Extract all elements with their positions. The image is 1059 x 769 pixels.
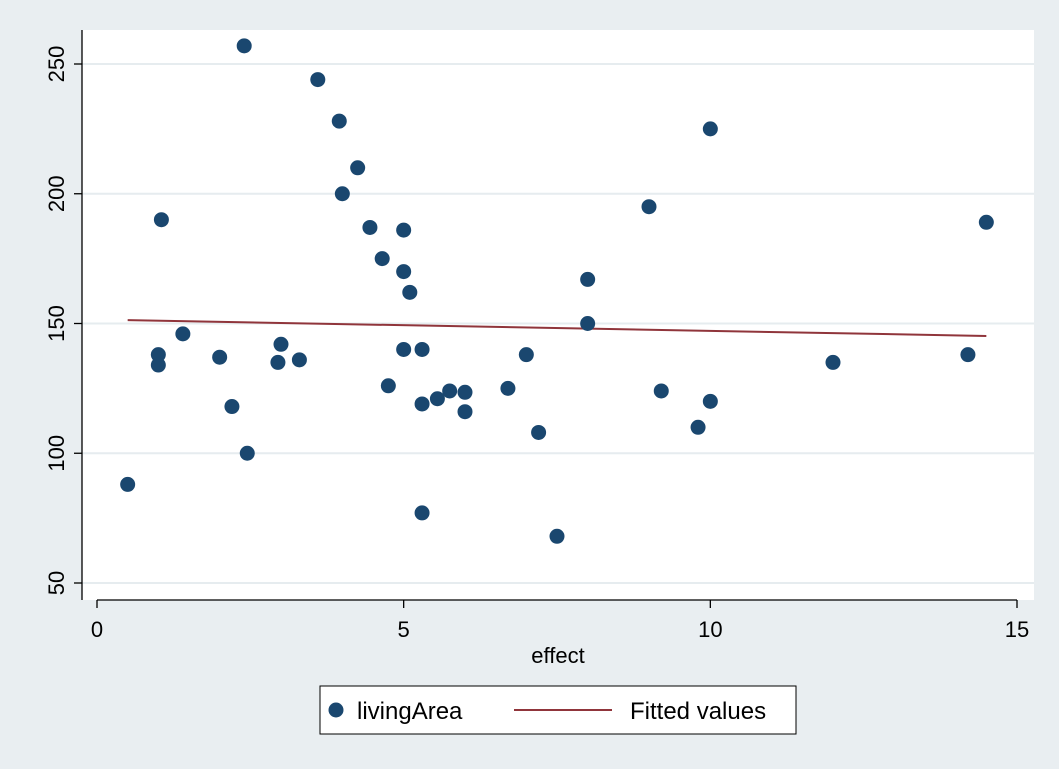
y-tick-label-100: 100 bbox=[44, 435, 69, 472]
data-point-37 bbox=[653, 383, 669, 399]
data-point-9 bbox=[270, 354, 286, 370]
marker-layer bbox=[120, 38, 994, 544]
data-point-41 bbox=[825, 354, 841, 370]
data-point-12 bbox=[310, 72, 326, 88]
x-tick-label-15: 15 bbox=[1005, 617, 1029, 642]
data-point-14 bbox=[334, 186, 350, 202]
data-point-6 bbox=[224, 399, 240, 415]
legend-label-fitted-values: Fitted values bbox=[630, 698, 766, 725]
data-point-40 bbox=[702, 393, 718, 409]
data-point-30 bbox=[500, 380, 516, 396]
data-point-25 bbox=[414, 505, 430, 521]
data-point-13 bbox=[331, 113, 347, 129]
data-point-22 bbox=[402, 284, 418, 300]
data-point-36 bbox=[641, 199, 657, 215]
data-point-43 bbox=[978, 214, 994, 230]
data-point-28 bbox=[457, 384, 473, 400]
data-point-39 bbox=[702, 121, 718, 137]
x-axis-title: effect bbox=[531, 643, 584, 668]
data-point-27 bbox=[442, 383, 458, 399]
y-tick-label-200: 200 bbox=[44, 175, 69, 212]
data-point-3 bbox=[153, 212, 169, 228]
data-point-10 bbox=[273, 336, 289, 352]
data-point-23 bbox=[414, 341, 430, 357]
data-point-1 bbox=[150, 347, 166, 363]
x-tick-label-0: 0 bbox=[91, 617, 103, 642]
data-point-21 bbox=[396, 341, 412, 357]
data-point-33 bbox=[549, 528, 565, 544]
data-point-35 bbox=[580, 316, 596, 331]
data-point-42 bbox=[960, 347, 976, 363]
data-point-8 bbox=[239, 445, 255, 461]
y-tick-label-250: 250 bbox=[44, 46, 69, 83]
data-point-19 bbox=[396, 222, 412, 238]
legend-label-livingarea: livingArea bbox=[357, 698, 463, 725]
data-point-29 bbox=[457, 404, 473, 420]
data-point-18 bbox=[380, 378, 396, 394]
data-point-20 bbox=[396, 264, 412, 280]
y-tick-label-150: 150 bbox=[44, 305, 69, 342]
data-point-17 bbox=[374, 251, 390, 267]
data-point-4 bbox=[175, 326, 191, 342]
fitted-values-line bbox=[127, 319, 987, 337]
data-point-5 bbox=[212, 349, 228, 365]
data-point-0 bbox=[120, 476, 136, 492]
data-point-16 bbox=[362, 219, 378, 235]
data-point-24 bbox=[414, 396, 430, 412]
x-tick-label-5: 5 bbox=[398, 617, 410, 642]
data-point-26 bbox=[429, 391, 445, 407]
x-tick-label-10: 10 bbox=[698, 617, 722, 642]
plot-area bbox=[82, 30, 1034, 600]
legend: livingArea Fitted values bbox=[319, 685, 797, 735]
data-point-7 bbox=[236, 38, 252, 54]
data-point-31 bbox=[518, 347, 534, 363]
data-point-34 bbox=[580, 271, 596, 287]
fitted-line-layer bbox=[127, 319, 987, 337]
y-tick-label-50: 50 bbox=[44, 571, 69, 595]
axes: 50 100 150 200 250 0 5 10 15 bbox=[44, 30, 1029, 642]
data-point-2 bbox=[150, 357, 166, 373]
data-point-32 bbox=[531, 424, 547, 440]
legend-marker-livingarea bbox=[328, 702, 344, 718]
data-point-15 bbox=[350, 160, 366, 176]
data-point-38 bbox=[690, 419, 706, 435]
data-point-11 bbox=[291, 352, 307, 368]
